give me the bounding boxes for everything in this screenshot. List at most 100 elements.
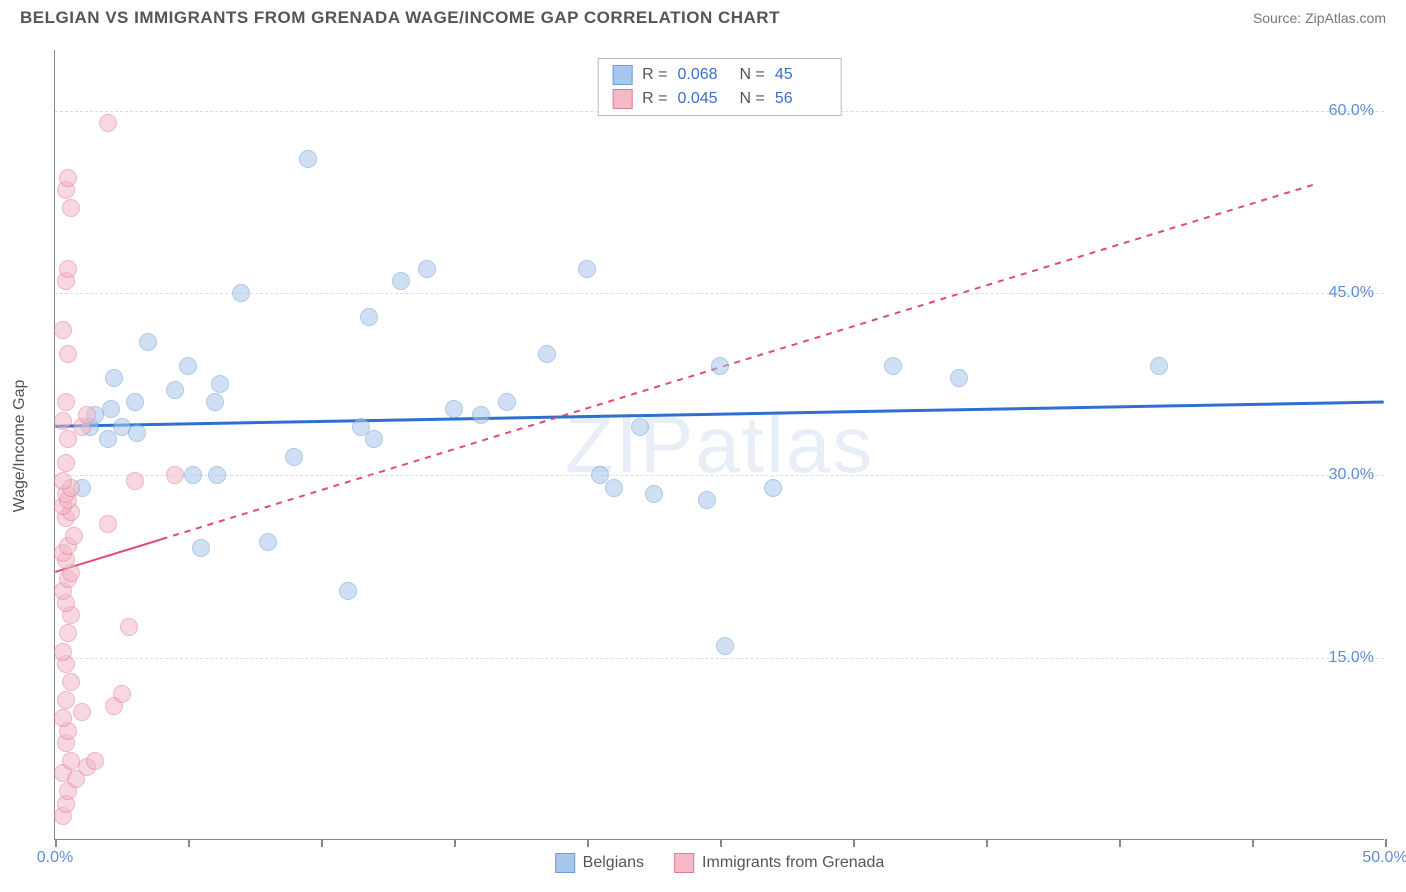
scatter-point-belgians (339, 582, 357, 600)
scatter-point-grenada (57, 454, 75, 472)
scatter-point-belgians (299, 150, 317, 168)
scatter-point-belgians (365, 430, 383, 448)
scatter-point-grenada (120, 618, 138, 636)
chart-title: BELGIAN VS IMMIGRANTS FROM GRENADA WAGE/… (20, 8, 780, 28)
scatter-point-grenada (54, 472, 72, 490)
scatter-point-grenada (59, 260, 77, 278)
legend-swatch (555, 853, 575, 873)
scatter-point-belgians (285, 448, 303, 466)
n-value: 45 (775, 66, 827, 84)
scatter-point-belgians (139, 333, 157, 351)
scatter-point-belgians (105, 369, 123, 387)
bottom-legend: Belgians Immigrants from Grenada (555, 853, 885, 873)
scatter-point-belgians (418, 260, 436, 278)
scatter-point-belgians (578, 260, 596, 278)
scatter-point-belgians (538, 345, 556, 363)
scatter-point-belgians (472, 406, 490, 424)
scatter-point-belgians (950, 369, 968, 387)
legend-swatch (674, 853, 694, 873)
legend-item: Immigrants from Grenada (674, 853, 884, 873)
x-tick (853, 839, 855, 847)
scatter-point-belgians (498, 393, 516, 411)
y-tick-label: 45.0% (1329, 284, 1374, 302)
x-tick (55, 839, 57, 847)
stats-row: R = 0.068 N = 45 (612, 63, 827, 87)
scatter-point-grenada (59, 624, 77, 642)
scatter-point-belgians (102, 400, 120, 418)
scatter-point-grenada (78, 406, 96, 424)
y-tick-label: 30.0% (1329, 466, 1374, 484)
x-tick (986, 839, 988, 847)
legend-label: Immigrants from Grenada (702, 854, 884, 872)
scatter-point-belgians (605, 479, 623, 497)
scatter-point-belgians (206, 393, 224, 411)
scatter-point-belgians (645, 485, 663, 503)
scatter-point-grenada (126, 472, 144, 490)
gridline (55, 475, 1384, 476)
x-tick-label: 0.0% (37, 849, 73, 867)
watermark: ZIPatlas (565, 399, 874, 491)
y-tick-label: 60.0% (1329, 102, 1374, 120)
scatter-point-grenada (57, 393, 75, 411)
scatter-point-belgians (884, 357, 902, 375)
scatter-point-grenada (166, 466, 184, 484)
x-tick (1252, 839, 1254, 847)
scatter-point-grenada (99, 114, 117, 132)
scatter-point-grenada (113, 685, 131, 703)
n-label: N = (740, 66, 765, 84)
scatter-point-belgians (128, 424, 146, 442)
scatter-point-belgians (764, 479, 782, 497)
r-value: 0.045 (678, 90, 730, 108)
r-label: R = (642, 66, 667, 84)
x-tick (454, 839, 456, 847)
scatter-point-belgians (232, 284, 250, 302)
chart-plot-area: ZIPatlas 15.0%30.0%45.0%60.0%0.0%50.0%R … (54, 50, 1384, 840)
scatter-point-belgians (184, 466, 202, 484)
legend-swatch (612, 89, 632, 109)
scatter-point-grenada (59, 169, 77, 187)
scatter-point-grenada (65, 527, 83, 545)
scatter-point-belgians (208, 466, 226, 484)
scatter-point-belgians (192, 539, 210, 557)
scatter-point-grenada (62, 199, 80, 217)
n-label: N = (740, 90, 765, 108)
scatter-point-belgians (716, 637, 734, 655)
trend-lines-layer (55, 50, 1384, 839)
scatter-point-belgians (211, 375, 229, 393)
scatter-point-grenada (59, 345, 77, 363)
scatter-point-grenada (54, 643, 72, 661)
scatter-point-grenada (54, 321, 72, 339)
x-tick (188, 839, 190, 847)
x-tick (1119, 839, 1121, 847)
scatter-point-belgians (360, 308, 378, 326)
scatter-point-belgians (179, 357, 197, 375)
x-tick (720, 839, 722, 847)
chart-source: Source: ZipAtlas.com (1253, 10, 1386, 26)
scatter-point-grenada (57, 691, 75, 709)
scatter-point-belgians (698, 491, 716, 509)
scatter-point-belgians (711, 357, 729, 375)
r-label: R = (642, 90, 667, 108)
x-tick (1385, 839, 1387, 847)
scatter-point-grenada (54, 709, 72, 727)
x-tick (587, 839, 589, 847)
stats-row: R = 0.045 N = 56 (612, 87, 827, 111)
y-axis-label: Wage/Income Gap (11, 380, 29, 513)
stats-box: R = 0.068 N = 45 R = 0.045 N = 56 (597, 58, 842, 116)
x-tick (321, 839, 323, 847)
chart-header: BELGIAN VS IMMIGRANTS FROM GRENADA WAGE/… (0, 0, 1406, 34)
y-tick-label: 15.0% (1329, 649, 1374, 667)
scatter-point-grenada (54, 412, 72, 430)
legend-label: Belgians (583, 854, 644, 872)
scatter-point-belgians (631, 418, 649, 436)
legend-swatch (612, 65, 632, 85)
scatter-point-belgians (445, 400, 463, 418)
scatter-point-grenada (62, 673, 80, 691)
scatter-point-belgians (126, 393, 144, 411)
scatter-point-grenada (86, 752, 104, 770)
scatter-point-grenada (73, 703, 91, 721)
r-value: 0.068 (678, 66, 730, 84)
scatter-point-belgians (259, 533, 277, 551)
n-value: 56 (775, 90, 827, 108)
gridline (55, 658, 1384, 659)
